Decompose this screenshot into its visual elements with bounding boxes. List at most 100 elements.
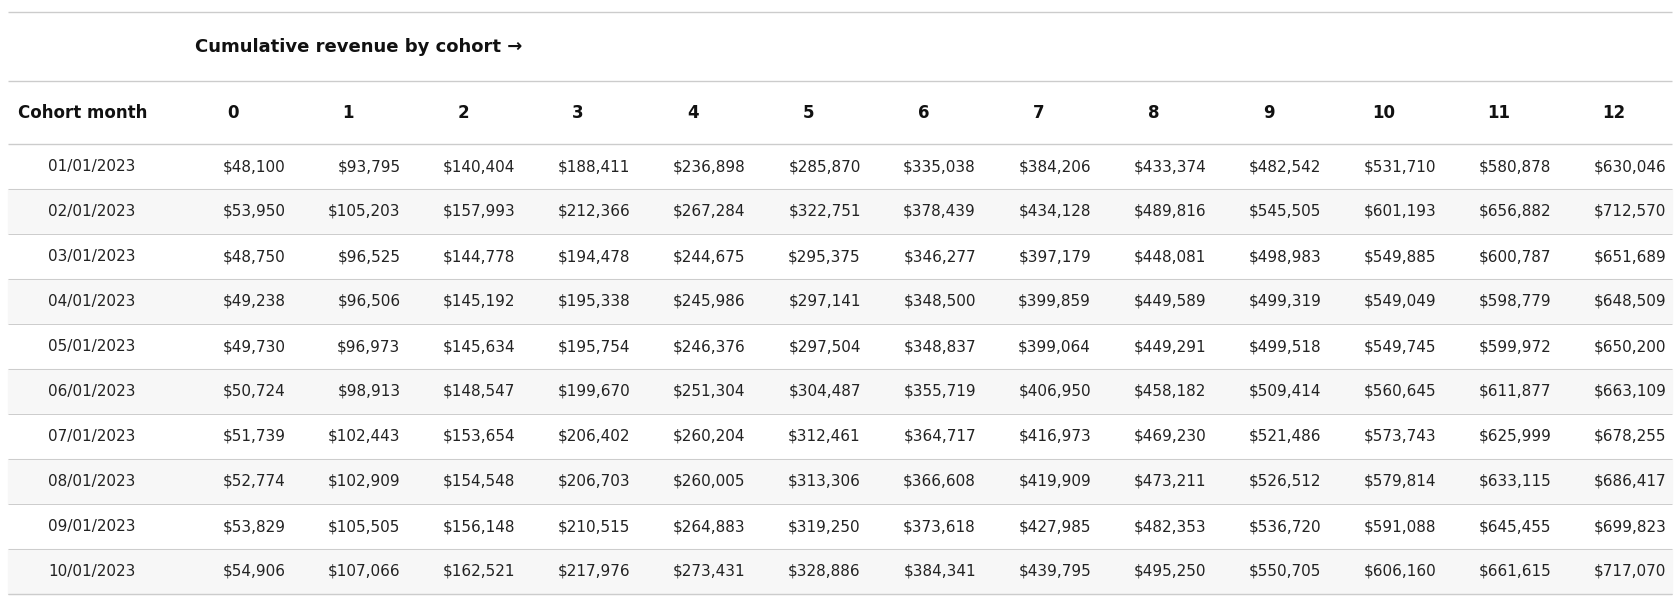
- Text: $140,404: $140,404: [444, 159, 516, 174]
- Text: $244,675: $244,675: [674, 249, 746, 264]
- Text: $509,414: $509,414: [1248, 384, 1320, 399]
- Text: 09/01/2023: 09/01/2023: [49, 519, 136, 534]
- Text: $328,886: $328,886: [788, 564, 860, 579]
- Bar: [8, 459, 1672, 504]
- Text: $364,717: $364,717: [904, 429, 976, 444]
- Text: $384,341: $384,341: [904, 564, 976, 579]
- Text: $322,751: $322,751: [788, 204, 860, 219]
- Bar: [8, 369, 1672, 414]
- Text: $297,504: $297,504: [788, 339, 860, 354]
- Text: 1: 1: [343, 103, 353, 121]
- Text: $549,885: $549,885: [1364, 249, 1436, 264]
- Text: $96,973: $96,973: [338, 339, 400, 354]
- Bar: [8, 144, 1672, 189]
- Text: $154,548: $154,548: [444, 474, 516, 489]
- Text: $482,542: $482,542: [1248, 159, 1320, 174]
- Text: $473,211: $473,211: [1134, 474, 1206, 489]
- Text: $264,883: $264,883: [674, 519, 746, 534]
- Bar: [8, 279, 1672, 324]
- Text: 02/01/2023: 02/01/2023: [49, 204, 136, 219]
- Text: $448,081: $448,081: [1134, 249, 1206, 264]
- Text: $661,615: $661,615: [1478, 564, 1551, 579]
- Text: $93,795: $93,795: [338, 159, 400, 174]
- Text: $378,439: $378,439: [904, 204, 976, 219]
- Text: $102,909: $102,909: [328, 474, 400, 489]
- Text: $449,589: $449,589: [1134, 294, 1206, 309]
- Bar: [8, 189, 1672, 234]
- Text: $285,870: $285,870: [788, 159, 860, 174]
- Text: $335,038: $335,038: [904, 159, 976, 174]
- Text: $650,200: $650,200: [1594, 339, 1667, 354]
- Text: $495,250: $495,250: [1134, 564, 1206, 579]
- Text: $611,877: $611,877: [1478, 384, 1551, 399]
- Text: $625,999: $625,999: [1478, 429, 1551, 444]
- Text: $651,689: $651,689: [1594, 249, 1667, 264]
- Text: $560,645: $560,645: [1364, 384, 1436, 399]
- Text: $295,375: $295,375: [788, 249, 860, 264]
- Text: $195,338: $195,338: [558, 294, 630, 309]
- Text: 9: 9: [1263, 103, 1275, 121]
- Text: $580,878: $580,878: [1478, 159, 1551, 174]
- Text: 12: 12: [1603, 103, 1626, 121]
- Text: $145,192: $145,192: [444, 294, 516, 309]
- Text: $52,774: $52,774: [222, 474, 286, 489]
- Text: $260,005: $260,005: [674, 474, 746, 489]
- Text: $645,455: $645,455: [1478, 519, 1551, 534]
- Text: $489,816: $489,816: [1134, 204, 1206, 219]
- Text: 6: 6: [917, 103, 929, 121]
- Text: $648,509: $648,509: [1594, 294, 1667, 309]
- Text: $53,950: $53,950: [222, 204, 286, 219]
- Text: $591,088: $591,088: [1364, 519, 1436, 534]
- Text: $406,950: $406,950: [1018, 384, 1090, 399]
- Text: $105,203: $105,203: [328, 204, 400, 219]
- Text: $210,515: $210,515: [558, 519, 630, 534]
- Text: 4: 4: [687, 103, 699, 121]
- Text: $712,570: $712,570: [1594, 204, 1667, 219]
- Text: 3: 3: [573, 103, 585, 121]
- Text: $550,705: $550,705: [1248, 564, 1320, 579]
- Text: $598,779: $598,779: [1478, 294, 1551, 309]
- Text: $699,823: $699,823: [1594, 519, 1667, 534]
- Text: $319,250: $319,250: [788, 519, 860, 534]
- Text: 5: 5: [803, 103, 815, 121]
- Text: 03/01/2023: 03/01/2023: [49, 249, 136, 264]
- Text: $54,906: $54,906: [222, 564, 286, 579]
- Text: $206,703: $206,703: [558, 474, 630, 489]
- Text: $373,618: $373,618: [904, 519, 976, 534]
- Text: Cumulative revenue by cohort →: Cumulative revenue by cohort →: [195, 37, 522, 55]
- Text: $678,255: $678,255: [1594, 429, 1667, 444]
- Text: $98,913: $98,913: [338, 384, 400, 399]
- Text: $260,204: $260,204: [674, 429, 746, 444]
- Text: $195,754: $195,754: [558, 339, 630, 354]
- Text: $482,353: $482,353: [1134, 519, 1206, 534]
- Text: $251,304: $251,304: [674, 384, 746, 399]
- Text: $157,993: $157,993: [444, 204, 516, 219]
- Text: $599,972: $599,972: [1478, 339, 1551, 354]
- Text: $313,306: $313,306: [788, 474, 860, 489]
- Text: $217,976: $217,976: [558, 564, 630, 579]
- Text: $145,634: $145,634: [444, 339, 516, 354]
- Text: $427,985: $427,985: [1018, 519, 1090, 534]
- Text: $521,486: $521,486: [1248, 429, 1320, 444]
- Text: $656,882: $656,882: [1478, 204, 1551, 219]
- Text: 06/01/2023: 06/01/2023: [49, 384, 136, 399]
- Text: $245,986: $245,986: [674, 294, 746, 309]
- Text: $348,837: $348,837: [904, 339, 976, 354]
- Text: $531,710: $531,710: [1364, 159, 1436, 174]
- Bar: [8, 504, 1672, 549]
- Text: $267,284: $267,284: [674, 204, 746, 219]
- Text: $469,230: $469,230: [1134, 429, 1206, 444]
- Text: $384,206: $384,206: [1018, 159, 1090, 174]
- Text: $297,141: $297,141: [788, 294, 860, 309]
- Text: $606,160: $606,160: [1364, 564, 1436, 579]
- Text: 7: 7: [1033, 103, 1045, 121]
- Bar: [8, 234, 1672, 279]
- Text: $579,814: $579,814: [1364, 474, 1436, 489]
- Text: $545,505: $545,505: [1248, 204, 1320, 219]
- Text: $439,795: $439,795: [1018, 564, 1090, 579]
- Text: $199,670: $199,670: [558, 384, 630, 399]
- Text: $53,829: $53,829: [222, 519, 286, 534]
- Text: $526,512: $526,512: [1248, 474, 1320, 489]
- Text: $246,376: $246,376: [674, 339, 746, 354]
- Bar: [8, 324, 1672, 369]
